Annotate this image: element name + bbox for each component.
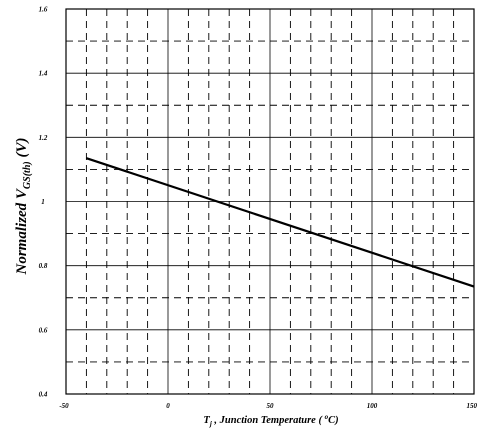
y-axis-title: Normalized VGS(th) (V) <box>14 138 33 276</box>
y-tick-label: 1 <box>41 198 45 206</box>
x-tick-label: 50 <box>267 402 275 410</box>
x-axis-tick-labels: -50 0 50 100 150 <box>59 402 477 410</box>
y-tick-label: 0.6 <box>39 326 48 334</box>
series-line <box>86 157 475 288</box>
y-tick-label: 1.6 <box>39 6 48 14</box>
x-tick-label: 100 <box>367 402 378 410</box>
x-tick-label: 150 <box>467 402 477 410</box>
y-tick-label: 1.2 <box>39 134 48 142</box>
y-tick-label: 1.4 <box>39 70 48 78</box>
y-tick-label: 0.8 <box>39 262 48 270</box>
y-axis-tick-labels: 0.4 0.6 0.8 1 1.2 1.4 1.6 <box>39 6 48 399</box>
plot-frame <box>65 8 475 395</box>
series-layer <box>86 157 475 288</box>
x-tick-label: -50 <box>59 402 69 410</box>
grid-major-lines <box>66 9 474 394</box>
y-tick-label: 0.4 <box>39 391 48 399</box>
x-axis-title: Tj , Junction Temperature ( oC) <box>203 413 338 428</box>
x-tick-label: 0 <box>166 402 170 410</box>
